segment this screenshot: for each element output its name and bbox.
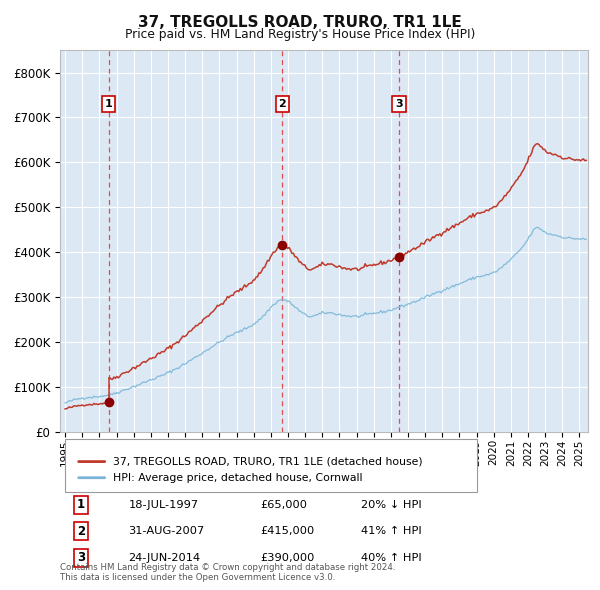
- Text: £390,000: £390,000: [260, 553, 315, 563]
- Text: 37, TREGOLLS ROAD, TRURO, TR1 1LE (detached house): 37, TREGOLLS ROAD, TRURO, TR1 1LE (detac…: [113, 457, 422, 467]
- Text: 1: 1: [105, 99, 113, 109]
- Text: 18-JUL-1997: 18-JUL-1997: [128, 500, 199, 510]
- Text: £415,000: £415,000: [260, 526, 315, 536]
- Text: 3: 3: [77, 551, 85, 564]
- Text: Price paid vs. HM Land Registry's House Price Index (HPI): Price paid vs. HM Land Registry's House …: [125, 28, 475, 41]
- Text: 20% ↓ HPI: 20% ↓ HPI: [361, 500, 422, 510]
- Text: 24-JUN-2014: 24-JUN-2014: [128, 553, 201, 563]
- Text: 1: 1: [77, 499, 85, 512]
- Text: 40% ↑ HPI: 40% ↑ HPI: [361, 553, 422, 563]
- Text: 31-AUG-2007: 31-AUG-2007: [128, 526, 205, 536]
- Text: This data is licensed under the Open Government Licence v3.0.: This data is licensed under the Open Gov…: [60, 573, 335, 582]
- Text: 2: 2: [278, 99, 286, 109]
- Text: Contains HM Land Registry data © Crown copyright and database right 2024.: Contains HM Land Registry data © Crown c…: [60, 563, 395, 572]
- FancyBboxPatch shape: [65, 439, 477, 491]
- Text: HPI: Average price, detached house, Cornwall: HPI: Average price, detached house, Corn…: [113, 473, 362, 483]
- Text: 41% ↑ HPI: 41% ↑ HPI: [361, 526, 422, 536]
- Text: 37, TREGOLLS ROAD, TRURO, TR1 1LE: 37, TREGOLLS ROAD, TRURO, TR1 1LE: [138, 15, 462, 30]
- Text: 2: 2: [77, 525, 85, 537]
- Text: 3: 3: [395, 99, 403, 109]
- Text: £65,000: £65,000: [260, 500, 308, 510]
